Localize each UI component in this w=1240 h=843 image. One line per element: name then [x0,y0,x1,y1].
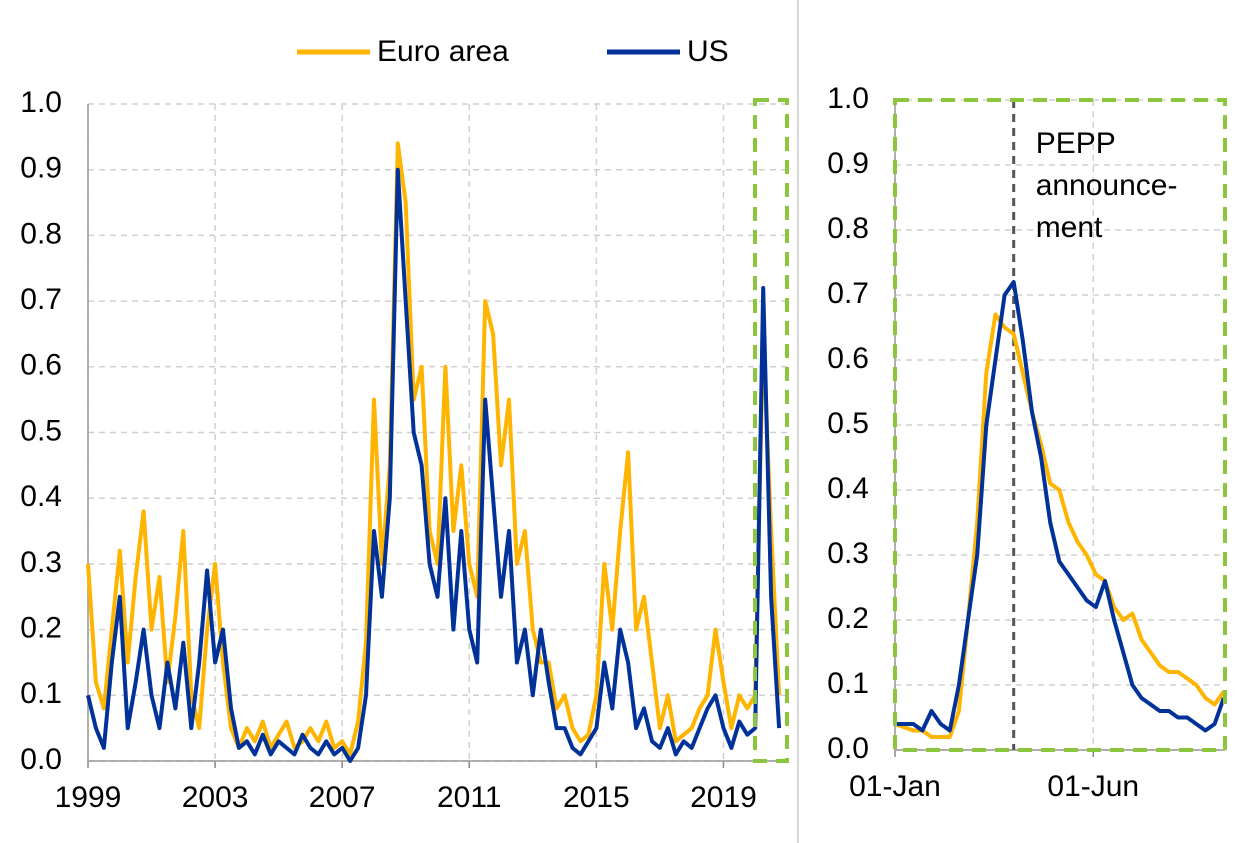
y-tick-label: 0.0 [20,743,62,776]
y-tick-label: 0.5 [827,407,869,440]
y-tick-label: 0.1 [20,677,62,710]
x-tick-label: 01-Jun [1047,770,1139,803]
annotation-text: PEPP [1036,127,1116,160]
y-tick-label: 0.6 [827,342,869,375]
y-tick-label: 1.0 [20,86,62,119]
y-tick-label: 0.1 [827,667,869,700]
y-tick-label: 0.4 [20,480,62,513]
x-tick-label: 01-Jan [849,770,941,803]
x-tick-label: 2011 [437,781,502,814]
y-tick-label: 0.3 [827,537,869,570]
series-line [86,167,782,763]
y-tick-label: 0.7 [20,283,62,316]
x-tick-label: 2003 [182,781,249,814]
legend-label: US [687,35,729,68]
annotation-text: announce- [1036,169,1178,202]
y-tick-label: 0.2 [827,602,869,635]
series-line [86,141,782,757]
y-tick-label: 1.0 [827,82,869,115]
x-tick-label: 2007 [309,781,376,814]
y-tick-label: 0.8 [20,217,62,250]
series-line [894,312,1226,739]
annotation-text: ment [1036,211,1103,244]
series-line [895,280,1226,733]
y-tick-label: 0.2 [20,612,62,645]
y-tick-label: 0.9 [20,152,62,185]
y-tick-label: 0.6 [20,349,62,382]
y-tick-label: 0.4 [827,472,869,505]
x-tick-label: 2019 [690,781,757,814]
y-tick-label: 0.8 [827,212,869,245]
y-tick-label: 0.3 [20,546,62,579]
y-tick-label: 0.7 [827,277,869,310]
x-tick-label: 2015 [563,781,630,814]
y-tick-label: 0.0 [827,732,869,765]
x-tick-label: 1999 [55,781,122,814]
y-tick-label: 0.9 [827,147,869,180]
legend-label: Euro area [377,35,509,68]
highlight-box [893,98,1227,752]
y-tick-label: 0.5 [20,414,62,447]
